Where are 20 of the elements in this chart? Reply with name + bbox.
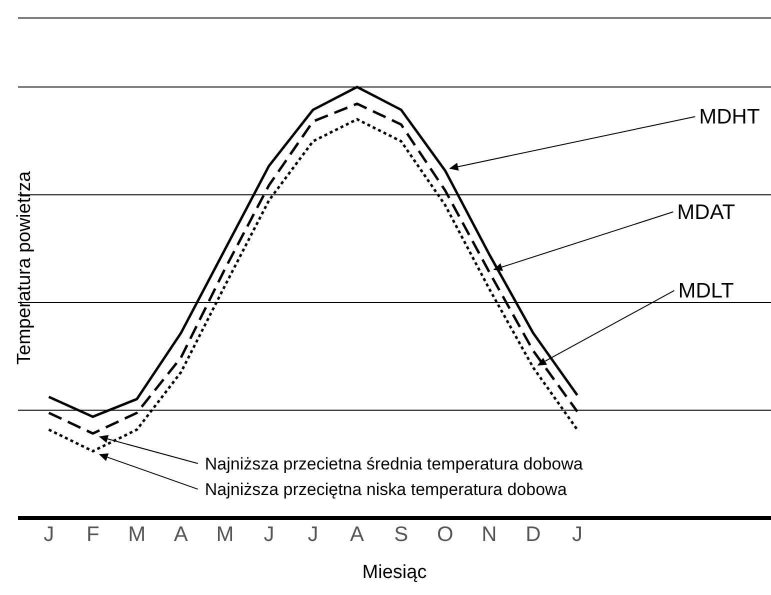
x-tick-label: D: [526, 522, 541, 546]
x-tick-label: M: [128, 522, 146, 546]
x-tick-label: J: [44, 522, 54, 546]
x-tick-label: J: [264, 522, 274, 546]
y-axis-title: Temperatura powietrza: [14, 170, 35, 365]
x-tick-label: S: [394, 522, 408, 546]
x-tick-label: O: [436, 522, 454, 546]
annotation: Najniższa przecietna średnia temperatura dobowa: [204, 454, 584, 474]
x-tick-label: M: [216, 522, 234, 546]
text: MDLT: [678, 280, 734, 303]
x-tick-label: A: [174, 522, 188, 546]
x-tick-label: A: [350, 522, 364, 546]
x-tick-label: J: [308, 522, 318, 546]
x-axis-title: Miesiąc: [362, 562, 427, 583]
annotation: Najniższa przeciętna niska temperatura dobowa: [204, 480, 568, 500]
text: MDHT: [699, 106, 760, 129]
text: MDAT: [677, 200, 736, 224]
x-tick-label: F: [86, 522, 100, 546]
x-tick-label: N: [482, 522, 497, 546]
x-tick-label: J: [572, 522, 582, 546]
